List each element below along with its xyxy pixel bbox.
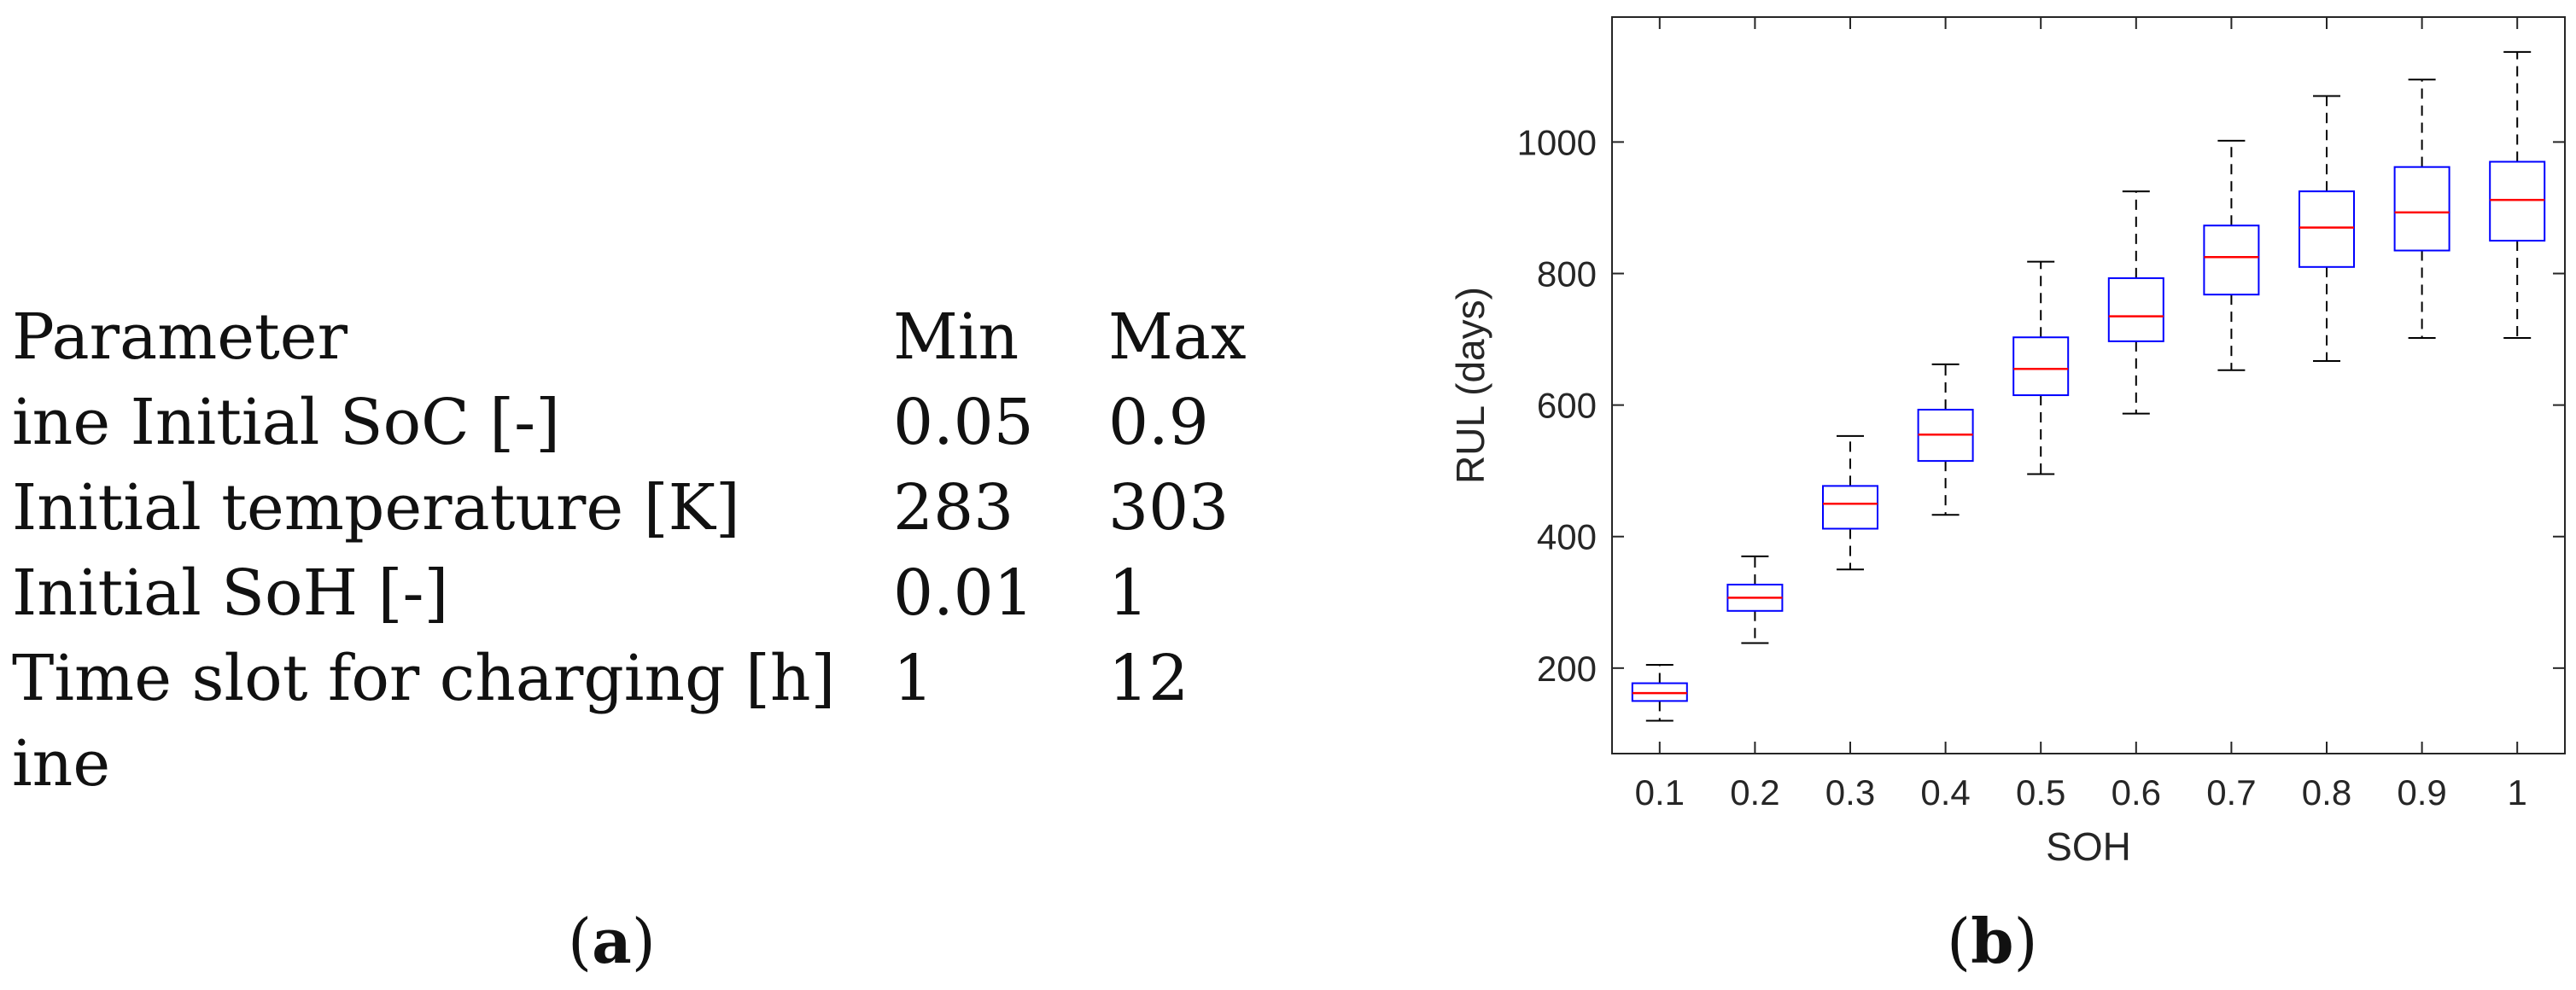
cell-parameter: Initial SoH [-] [12,556,449,630]
x-tick-label: 0.7 [2206,772,2256,812]
header-parameter: Parameter [12,300,348,374]
x-tick-label: 0.4 [1920,772,1970,812]
caption-a-label: a [592,905,632,977]
y-tick-label: 800 [1537,254,1597,294]
box-iqr [2299,190,2355,268]
caption-b: (b) [1947,905,2038,977]
cell-min: 283 [893,471,1014,544]
cell-max: 303 [1108,471,1230,544]
cell-min: 0.01 [893,556,1034,630]
caption-a: (a) [568,905,656,977]
y-tick-label: 400 [1537,517,1597,557]
y-tick-label: 600 [1537,386,1597,426]
panel-a: Parameter Min Max ine Initial SoC [-] 0.… [12,300,1247,801]
cell-max: 1 [1108,556,1149,630]
cell-max: 0.9 [1108,386,1209,459]
cell-parameter: Initial temperature [K] [12,471,740,544]
cell-parameter: ine Initial SoC [-] [12,386,561,459]
x-tick-label: 0.8 [2302,772,2351,812]
cell-parameter: Time slot for charging [h] [12,642,836,715]
cell-min: 0.05 [893,386,1034,459]
box-iqr [2489,160,2546,242]
x-tick-label: 0.1 [1635,772,1685,812]
cell-parameter: ine [12,727,111,801]
caption-b-label: b [1971,905,2014,977]
box-iqr [2012,336,2070,397]
box-iqr [2393,166,2450,252]
box-iqr [1822,485,1878,530]
x-tick-label: 0.5 [2016,772,2065,812]
x-tick-label: 0.2 [1730,772,1779,812]
header-min: Min [893,300,1019,374]
chart-layer: 200 400 600 800 1000 0.1 0.2 0.3 0.4 0.5 0.6 0.7 0.8… [1448,16,2566,869]
plot-frame [1611,16,2566,754]
box-iqr [2203,224,2260,296]
x-axis-label: SOH [2046,824,2131,869]
cell-min: 1 [893,642,934,715]
y-axis-label: RUL (days) [1448,287,1492,484]
header-max: Max [1108,300,1247,374]
cell-max: 12 [1108,642,1189,715]
y-tick-label: 200 [1537,649,1597,689]
x-tick-label: 0.6 [2112,772,2161,812]
x-tick-label: 1 [2508,772,2527,812]
x-tick-label: 0.3 [1825,772,1875,812]
box-iqr [2107,277,2164,342]
x-tick-label: 0.9 [2397,772,2446,812]
y-tick-label: 1000 [1517,122,1597,162]
